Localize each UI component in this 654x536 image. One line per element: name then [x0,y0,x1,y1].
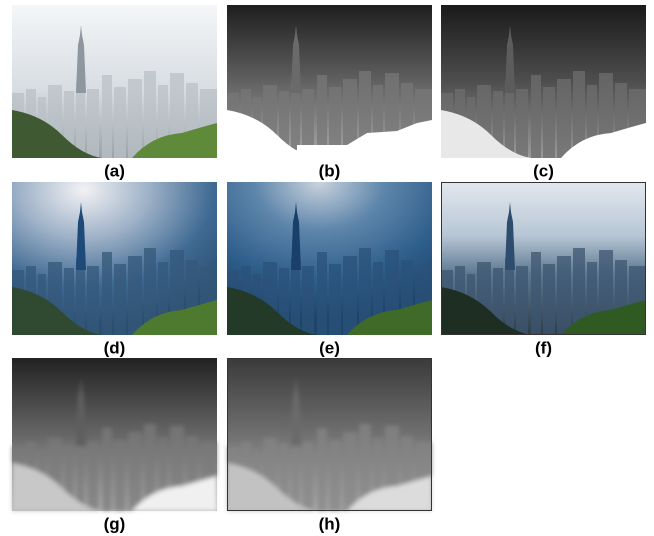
building [87,442,99,511]
building [114,264,126,335]
building [329,264,341,335]
figure: (a) (b) (c) (d) (e) (f) (g) (h) [0,0,654,536]
image-panel [227,358,432,511]
building [87,89,99,158]
building [114,440,126,511]
building [343,256,357,335]
image-panel [227,5,432,158]
image-panel [12,5,217,158]
panel-label: (f) [535,338,552,357]
building [531,252,541,335]
panel-label: (g) [104,514,126,533]
building [114,87,126,158]
image-panel [12,358,217,511]
building [128,79,142,158]
building [87,266,99,335]
building [543,87,555,158]
building [516,89,528,158]
image-panel [227,182,432,335]
building [343,432,357,511]
panel-label: (c) [533,161,554,180]
building [128,256,142,335]
building [557,256,571,335]
building [102,428,112,511]
building [102,252,112,335]
building [531,75,541,158]
building [102,75,112,158]
building [317,252,327,335]
building [302,442,314,511]
building [557,79,571,158]
building [516,266,528,335]
building [329,440,341,511]
panel-label: (a) [104,161,125,180]
building [317,428,327,511]
panel-label: (b) [319,161,341,180]
panel-label: (h) [319,514,341,533]
image-panel [441,5,646,158]
building [302,266,314,335]
panel-label: (e) [319,338,340,357]
building [128,432,142,511]
image-panel [12,182,217,335]
building [543,264,555,335]
image-panel [441,182,646,335]
panel-label: (d) [104,338,126,357]
